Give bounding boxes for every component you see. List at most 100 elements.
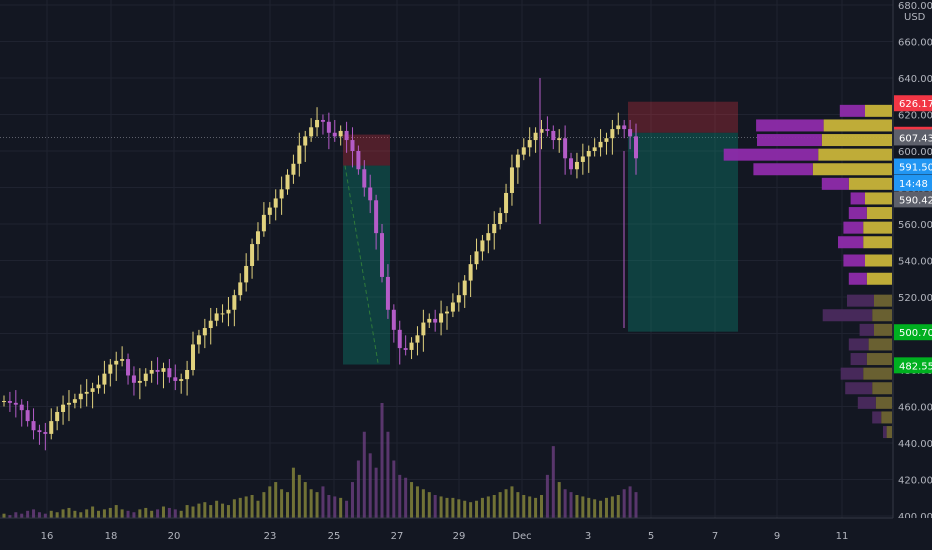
volume-bar: [132, 512, 136, 518]
x-tick-label: 23: [264, 531, 277, 542]
volume-bar: [374, 467, 378, 518]
y-tick-label: 600.00: [898, 147, 932, 158]
volume-bar: [14, 512, 18, 518]
candle-body: [586, 151, 591, 157]
profile-bar-up: [821, 134, 892, 147]
volume-bar: [167, 507, 171, 518]
price-axis[interactable]: USD: [892, 0, 932, 518]
x-tick-label: 5: [648, 531, 654, 542]
volume-bar: [79, 512, 83, 518]
profile-bar-up: [848, 177, 892, 190]
price-tags: 626.17608.89607.43591.5014:48590.42500.7…: [894, 95, 932, 374]
candle-body: [208, 320, 213, 329]
y-tick-label: 420.00: [898, 476, 932, 487]
volume-bar: [486, 496, 490, 518]
profile-bar-down: [845, 382, 873, 395]
candlestick-series: [2, 78, 638, 451]
candle-body: [462, 280, 467, 296]
profile-bar-up: [872, 382, 892, 395]
candle-body: [397, 329, 402, 349]
volume-bar: [250, 495, 254, 518]
volume-bar: [8, 515, 12, 518]
profile-bar-up: [865, 192, 892, 205]
candle-body: [31, 421, 36, 431]
y-tick-label: 640.00: [898, 74, 932, 85]
candle-body: [273, 198, 278, 208]
price-tag: [894, 357, 932, 374]
candle-body: [285, 174, 290, 190]
candle-body: [610, 129, 615, 139]
volume-bar: [333, 496, 337, 518]
candle-body: [72, 399, 77, 403]
candle-body: [315, 119, 320, 128]
price-tag: [894, 158, 932, 175]
stop-zone-1: [628, 101, 738, 133]
candle-body: [102, 373, 107, 385]
volume-bar: [610, 496, 614, 518]
volume-bar: [398, 474, 402, 518]
x-tick-label: 29: [453, 531, 466, 542]
candle-body: [456, 295, 461, 303]
volume-bar: [362, 431, 366, 518]
volume-bar: [356, 460, 360, 518]
candle-body: [2, 401, 6, 403]
profile-bar-down: [839, 104, 865, 117]
candle-body: [303, 136, 308, 146]
volume-bar: [256, 500, 260, 518]
y-tick-label: 620.00: [898, 111, 932, 122]
candle-body: [120, 359, 125, 361]
candle-body: [137, 380, 142, 383]
candle-body: [250, 244, 255, 266]
volume-bar: [551, 446, 555, 518]
volume-bar: [221, 503, 225, 518]
volume-bar: [156, 509, 160, 518]
profile-bar-down: [756, 119, 824, 132]
candle-body: [196, 335, 201, 345]
candle-body: [480, 240, 485, 252]
candle-body: [202, 328, 207, 336]
candle-body: [444, 311, 449, 314]
volume-bar: [37, 512, 41, 518]
profile-bar-up: [865, 104, 892, 117]
profile-bar-down: [838, 236, 864, 249]
candle-body: [521, 147, 526, 155]
volume-bar: [539, 495, 543, 518]
y-tick-label: 520.00: [898, 293, 932, 304]
candle-body: [533, 132, 538, 141]
candle-body: [131, 375, 136, 383]
volume-bar: [410, 482, 414, 518]
volume-bar: [49, 510, 53, 518]
candle-body: [238, 282, 243, 296]
volume-bar: [528, 496, 532, 518]
y-tick-label: 540.00: [898, 257, 932, 268]
volume-bar: [421, 489, 425, 518]
volume-bar: [161, 506, 165, 518]
candle-body: [344, 130, 349, 141]
time-axis[interactable]: [0, 517, 932, 550]
volume-profile: [723, 104, 892, 439]
candle-body: [320, 119, 325, 122]
y-tick-labels: 400.00420.00440.00460.00480.00500.00520.…: [898, 1, 932, 523]
candle-body: [385, 276, 390, 310]
profile-bar-up: [865, 254, 892, 267]
candle-body: [557, 138, 562, 141]
volume-bar: [368, 453, 372, 518]
candle-body: [374, 200, 379, 234]
volume-bar: [480, 497, 484, 518]
position-zones[interactable]: [343, 101, 738, 365]
candle-body: [267, 207, 272, 215]
candle-body: [214, 313, 219, 321]
candle-body: [185, 370, 190, 380]
candle-body: [592, 147, 597, 151]
volume-bar: [126, 510, 130, 518]
candle-body: [326, 121, 331, 133]
candle-body: [332, 132, 337, 137]
volume-bar: [179, 510, 183, 518]
volume-bar: [274, 482, 278, 518]
price-tag-label: 482.55: [899, 361, 932, 372]
candle-body: [297, 145, 302, 164]
candle-body: [569, 158, 574, 170]
currency-label: USD: [904, 12, 926, 23]
